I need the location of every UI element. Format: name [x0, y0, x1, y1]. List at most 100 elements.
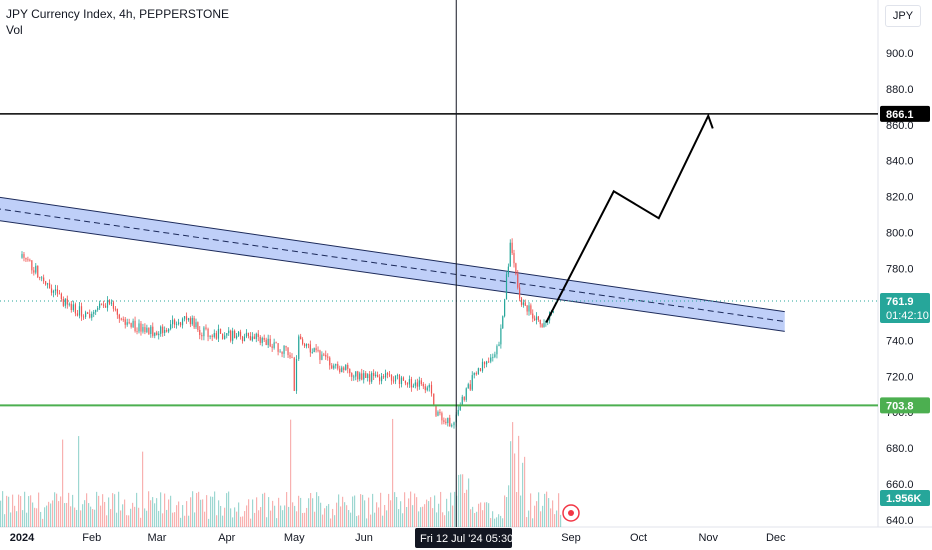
countdown-tag: 01:42:10	[886, 310, 929, 322]
candle-body	[298, 336, 300, 360]
volume-bar	[528, 510, 530, 527]
candle-body	[118, 314, 120, 319]
volume-bar	[92, 509, 94, 527]
volume-bar	[290, 419, 292, 527]
volume-bar	[90, 506, 92, 527]
volume-bar	[128, 515, 130, 527]
volume-indicator-label[interactable]: Vol	[6, 23, 23, 37]
volume-bar	[234, 507, 236, 527]
volume-bar	[300, 497, 302, 527]
volume-bar	[482, 510, 484, 527]
candle-body	[230, 330, 232, 341]
volume-bar	[102, 494, 104, 527]
candle-body	[339, 368, 341, 372]
volume-bar	[238, 502, 240, 527]
volume-bar	[130, 508, 132, 527]
candle-body	[382, 376, 385, 378]
candle-body	[112, 302, 115, 309]
candle-body	[394, 375, 397, 382]
volume-bar	[454, 491, 456, 527]
volume-bar	[532, 518, 534, 527]
candle-body	[457, 409, 459, 415]
volume-bar	[474, 513, 476, 527]
volume-bar	[172, 512, 174, 527]
candle-body	[209, 335, 211, 337]
candle-body	[124, 319, 126, 325]
candle-body	[72, 304, 74, 311]
candle-body	[416, 382, 418, 387]
candle-body	[27, 259, 29, 261]
volume-bar	[358, 515, 360, 527]
volume-bar	[444, 515, 446, 527]
volume-bar	[50, 503, 52, 527]
candle-body	[327, 356, 329, 358]
volume-bar	[70, 506, 72, 527]
currency-button[interactable]: JPY	[885, 5, 921, 27]
volume-bar	[352, 496, 354, 527]
volume-bar	[306, 507, 308, 527]
candle-body	[144, 327, 146, 333]
volume-bar	[100, 505, 102, 527]
volume-bar	[164, 493, 166, 527]
candle-body	[273, 342, 275, 348]
volume-bar	[418, 511, 420, 527]
volume-bar	[240, 516, 242, 527]
volume-bar	[458, 474, 460, 527]
volume-bar	[54, 492, 56, 527]
volume-bar	[208, 518, 210, 527]
candle-body	[237, 331, 240, 336]
candle-body	[183, 316, 186, 319]
volume-bar	[260, 507, 262, 527]
volume-bar	[52, 500, 54, 527]
candle-body	[418, 380, 420, 387]
volume-bar	[292, 502, 294, 527]
price-tick: 780.0	[886, 264, 914, 276]
volume-bar	[242, 516, 244, 527]
volume-bar	[560, 514, 562, 527]
candle-body	[331, 365, 333, 369]
candle-body	[261, 337, 263, 343]
candle-body	[164, 330, 166, 333]
candle-body	[174, 319, 176, 325]
candle-body	[48, 283, 51, 289]
volume-bar	[186, 501, 188, 527]
candle-body	[160, 326, 162, 334]
candle-body	[132, 320, 134, 327]
volume-bar	[392, 418, 394, 527]
candle-body	[158, 333, 160, 336]
candle-body	[201, 335, 203, 337]
volume-bar	[378, 507, 380, 527]
candle-body	[114, 308, 116, 310]
candle-body	[177, 322, 180, 324]
volume-bar	[226, 493, 228, 527]
volume-bar	[152, 497, 154, 527]
candle-body	[439, 411, 441, 414]
candle-body	[463, 396, 465, 400]
candle-body	[453, 422, 455, 426]
candle-body	[110, 302, 113, 304]
volume-bar	[184, 515, 186, 527]
candle-body	[271, 346, 273, 348]
record-icon[interactable]	[562, 504, 580, 522]
volume-bar	[72, 494, 74, 527]
volume-bar	[268, 497, 270, 527]
volume-bar	[270, 510, 272, 527]
volume-bar	[326, 505, 328, 527]
volume-bar	[154, 503, 156, 527]
volume-bar	[370, 514, 372, 527]
support-price-tag: 703.8	[886, 400, 914, 412]
candle-body	[412, 385, 414, 388]
volume-bar	[356, 516, 358, 527]
candle-body	[445, 421, 447, 424]
candle-body	[300, 336, 302, 340]
volume-bar	[460, 474, 462, 527]
volume-bar	[374, 512, 376, 527]
candle-body	[64, 298, 66, 306]
candle-body	[41, 277, 43, 279]
candle-body	[426, 387, 428, 391]
volume-bar	[236, 511, 238, 527]
candle-body	[333, 365, 335, 369]
volume-bar	[248, 499, 250, 527]
volume-bar	[16, 511, 18, 527]
